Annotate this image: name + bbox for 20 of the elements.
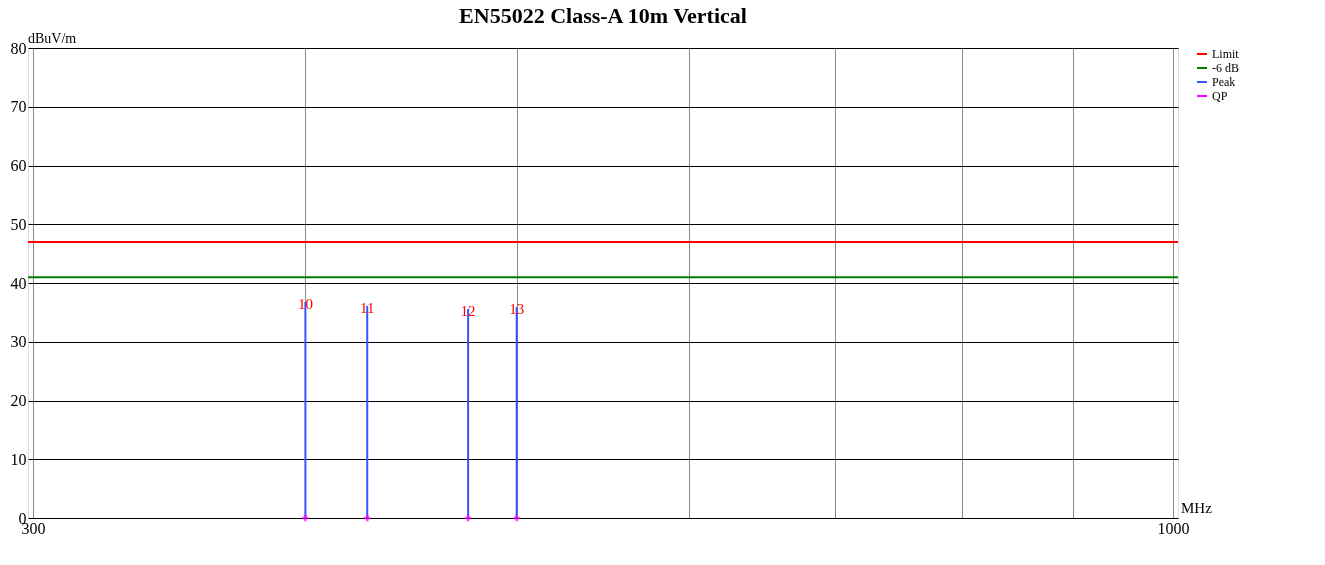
chart-title: EN55022 Class-A 10m Vertical: [459, 3, 747, 28]
annotation: 13: [509, 301, 525, 318]
y-tick-label: 80: [10, 39, 27, 57]
annotation: 12: [460, 302, 476, 319]
legend-label: Limit: [1212, 47, 1240, 61]
y-tick-label: 30: [10, 333, 27, 351]
annotation: 10: [297, 295, 313, 312]
annotation: 11: [360, 299, 375, 316]
legend-label: -6 dB: [1212, 61, 1239, 75]
legend-label: Peak: [1212, 75, 1236, 89]
x-axis-title: MHz: [1181, 500, 1213, 516]
y-tick-label: 40: [10, 274, 27, 292]
x-tick-label: 1000: [1157, 519, 1190, 537]
legend-label: QP: [1212, 89, 1228, 103]
y-axis-title: dBuV/m: [28, 31, 77, 46]
y-tick-label: 10: [10, 450, 27, 468]
y-tick-label: 70: [10, 98, 27, 116]
y-tick-label: 50: [10, 215, 27, 233]
y-tick-label: 60: [10, 157, 27, 174]
y-tick-label: 20: [10, 392, 27, 409]
